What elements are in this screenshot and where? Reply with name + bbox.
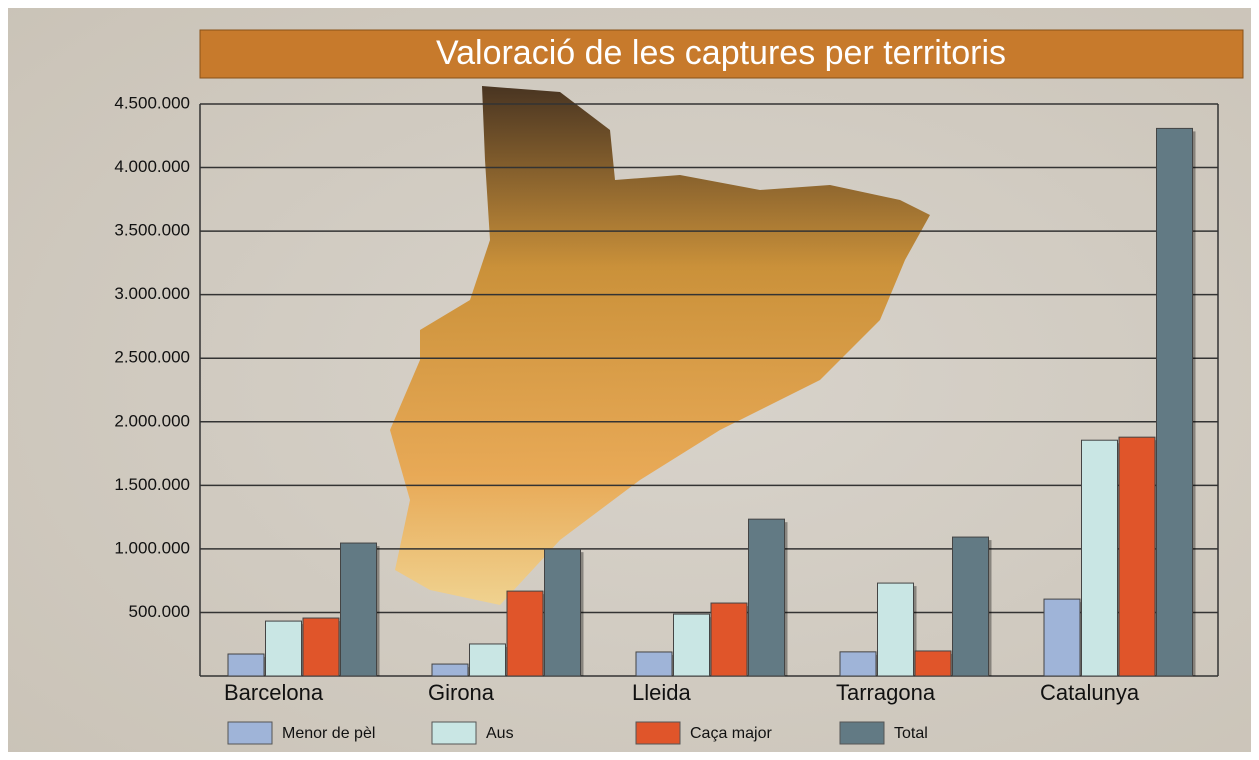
bar xyxy=(1082,440,1118,676)
bar xyxy=(470,644,506,676)
bar xyxy=(1157,128,1193,676)
y-tick-label: 2.000.000 xyxy=(114,411,190,430)
y-tick-label: 500.000 xyxy=(129,602,190,621)
bar xyxy=(228,654,264,676)
legend-label: Total xyxy=(894,725,928,742)
x-tick-label: Barcelona xyxy=(224,680,324,705)
chart-title: Valoració de les captures per territoris xyxy=(436,34,1006,72)
y-tick-label: 1.000.000 xyxy=(114,538,190,557)
legend-swatch xyxy=(228,722,272,744)
y-tick-label: 1.500.000 xyxy=(114,475,190,494)
y-tick-label: 2.500.000 xyxy=(114,348,190,367)
bar xyxy=(840,652,876,676)
bar xyxy=(432,664,468,676)
bar xyxy=(303,618,339,676)
bar xyxy=(1119,437,1155,676)
legend-label: Caça major xyxy=(690,725,772,742)
bar xyxy=(878,583,914,676)
x-tick-label: Catalunya xyxy=(1040,680,1140,705)
x-tick-label: Girona xyxy=(428,680,495,705)
bar xyxy=(915,651,951,676)
bar xyxy=(953,537,989,676)
y-tick-label: 3.000.000 xyxy=(114,284,190,303)
bar xyxy=(711,603,747,676)
y-tick-label: 4.500.000 xyxy=(114,93,190,112)
legend-swatch xyxy=(636,722,680,744)
bar xyxy=(636,652,672,676)
x-tick-label: Lleida xyxy=(632,680,691,705)
legend-swatch xyxy=(432,722,476,744)
bar xyxy=(749,519,785,676)
y-tick-label: 4.000.000 xyxy=(114,157,190,176)
y-tick-label: 3.500.000 xyxy=(114,221,190,240)
bar xyxy=(674,614,710,676)
chart: Valoració de les captures per territoris… xyxy=(0,0,1259,760)
legend-swatch xyxy=(840,722,884,744)
legend-label: Aus xyxy=(486,725,514,742)
bar xyxy=(266,621,302,676)
bar xyxy=(545,549,581,676)
bar xyxy=(507,591,543,676)
bar xyxy=(1044,599,1080,676)
legend-label: Menor de pèl xyxy=(282,725,375,742)
bar xyxy=(341,543,377,676)
x-tick-label: Tarragona xyxy=(836,680,936,705)
